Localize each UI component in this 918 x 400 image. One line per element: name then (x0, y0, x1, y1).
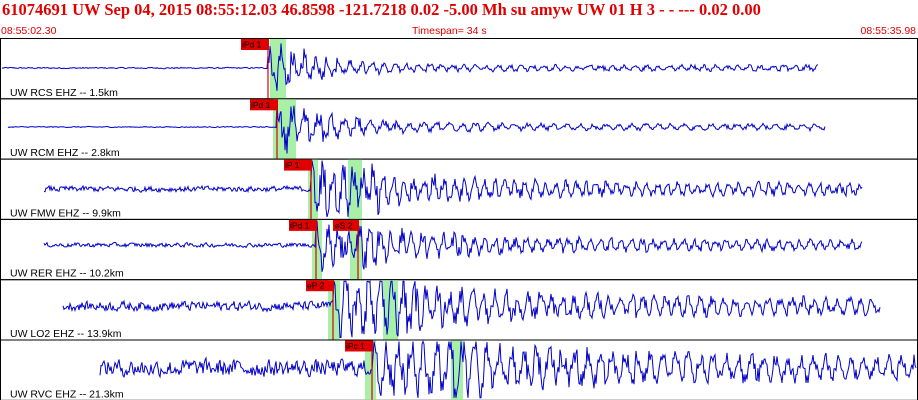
p-pick-label: iPd 1 (290, 220, 310, 230)
p-pick-label: iPd 1 (251, 100, 271, 110)
station-label: UW RVC EHZ -- 21.3km (10, 388, 124, 400)
end-time: 08:55:35.98 (860, 25, 916, 37)
station-label: UW FMW EHZ -- 9.9km (10, 207, 121, 219)
p-pick-flag (241, 39, 269, 50)
s-pick-label: eS 2 (335, 220, 353, 230)
waveform-trace (62, 279, 881, 338)
p-pick-label: iPd 1 (242, 40, 262, 50)
p-pick-flag (306, 280, 334, 292)
station-label: UW RCS EHZ -- 1.5km (10, 87, 118, 99)
p-pick-flag (345, 340, 373, 352)
s-pick-flag (333, 219, 359, 231)
p-pick-flag (289, 219, 317, 231)
waveform-trace (7, 104, 826, 154)
pick-window (312, 219, 322, 280)
header: 61074691 UW Sep 04, 2015 08:55:12.03 46.… (0, 0, 918, 22)
waveform-trace (43, 220, 863, 272)
p-pick-flag (284, 159, 312, 171)
station-label: UW LO2 EHZ -- 13.9km (10, 328, 122, 340)
p-pick-label: eP 2 (307, 281, 325, 291)
pick-window (328, 280, 340, 340)
waveform-trace (43, 160, 863, 218)
station-label: UW RCM EHZ -- 2.8km (10, 147, 120, 159)
p-pick-label: iP 1 (285, 160, 300, 170)
event-title: 61074691 UW Sep 04, 2015 08:55:12.03 46.… (2, 0, 761, 19)
p-pick-flag (250, 99, 278, 111)
start-time: 08:55:02.30 (1, 25, 57, 37)
waveform-trace (99, 340, 917, 399)
pick-window (308, 159, 318, 219)
p-pick-label: iPc 1 (346, 341, 365, 351)
waveform-trace (1, 43, 819, 91)
timespan: Timespan= 34 s (412, 25, 487, 37)
station-label: UW RER EHZ -- 10.2km (10, 268, 124, 280)
